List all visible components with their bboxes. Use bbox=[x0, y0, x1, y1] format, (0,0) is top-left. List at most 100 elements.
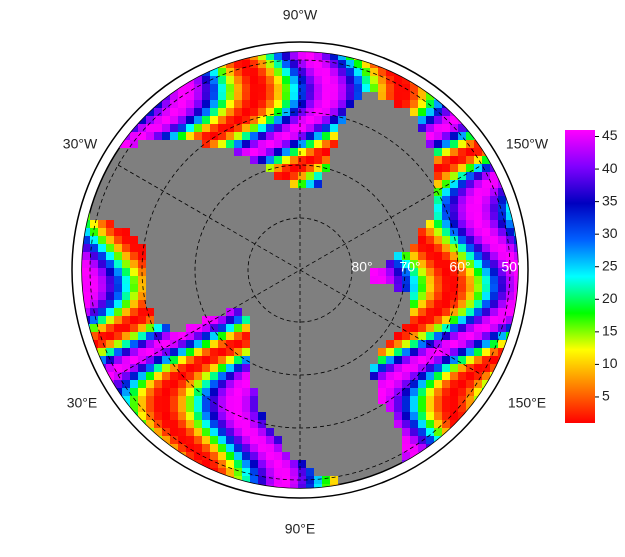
longitude-label: 90°E bbox=[285, 521, 316, 537]
map-cell bbox=[466, 436, 474, 444]
latitude-label: 60° bbox=[449, 259, 470, 275]
map-cell bbox=[474, 284, 482, 292]
map-cell bbox=[466, 156, 474, 164]
map-cell bbox=[266, 100, 274, 108]
map-cell bbox=[194, 372, 202, 380]
map-cell bbox=[474, 420, 482, 428]
map-cell bbox=[258, 124, 266, 132]
map-cell bbox=[442, 316, 450, 324]
map-cell bbox=[138, 332, 146, 340]
latitude-label: 80° bbox=[351, 259, 372, 275]
map-cell bbox=[394, 92, 402, 100]
map-cell bbox=[370, 268, 378, 276]
map-cell bbox=[394, 420, 402, 428]
map-cell bbox=[298, 460, 306, 468]
map-cell bbox=[170, 124, 178, 132]
map-cell bbox=[186, 84, 194, 92]
map-cell bbox=[394, 372, 402, 380]
map-cell bbox=[514, 268, 518, 276]
map-cell bbox=[98, 404, 106, 412]
map-cell bbox=[498, 316, 506, 324]
map-cell bbox=[194, 436, 202, 444]
map-cell bbox=[442, 452, 450, 460]
map-cell bbox=[442, 124, 450, 132]
map-cell bbox=[186, 436, 194, 444]
map-cell bbox=[314, 140, 322, 148]
map-cell bbox=[426, 348, 434, 356]
map-cell bbox=[122, 372, 130, 380]
map-cell bbox=[410, 268, 418, 276]
map-cell bbox=[114, 420, 122, 428]
map-cell bbox=[410, 372, 418, 380]
map-cell bbox=[474, 204, 482, 212]
map-cell bbox=[186, 444, 194, 452]
map-cell bbox=[234, 84, 242, 92]
map-cell bbox=[130, 260, 138, 268]
map-cell bbox=[402, 388, 410, 396]
map-cell bbox=[426, 108, 434, 116]
map-cell bbox=[274, 116, 282, 124]
map-cell bbox=[274, 52, 282, 60]
map-cell bbox=[146, 124, 154, 132]
map-cell bbox=[498, 284, 506, 292]
map-cell bbox=[170, 372, 178, 380]
map-cell bbox=[386, 380, 394, 388]
map-cell bbox=[514, 452, 518, 460]
map-cell bbox=[218, 372, 226, 380]
map-cell bbox=[490, 340, 498, 348]
map-cell bbox=[250, 76, 258, 84]
map-cell bbox=[450, 244, 458, 252]
map-cell bbox=[210, 76, 218, 84]
map-cell bbox=[426, 388, 434, 396]
map-cell bbox=[498, 436, 506, 444]
colorbar-tick-label: 40 bbox=[602, 160, 618, 176]
map-cell bbox=[498, 332, 506, 340]
map-cell bbox=[266, 92, 274, 100]
map-cell bbox=[130, 484, 138, 488]
map-cell bbox=[450, 292, 458, 300]
map-cell bbox=[322, 132, 330, 140]
map-cell bbox=[474, 308, 482, 316]
map-cell bbox=[154, 452, 162, 460]
map-cell bbox=[186, 404, 194, 412]
map-cell bbox=[450, 460, 458, 468]
map-cell bbox=[474, 468, 482, 476]
map-cell bbox=[410, 396, 418, 404]
map-cell bbox=[282, 68, 290, 76]
map-cell bbox=[474, 260, 482, 268]
map-cell bbox=[234, 140, 242, 148]
map-cell bbox=[162, 380, 170, 388]
map-cell bbox=[258, 100, 266, 108]
map-cell bbox=[106, 484, 114, 488]
map-cell bbox=[442, 332, 450, 340]
map-cell bbox=[490, 396, 498, 404]
map-cell bbox=[226, 316, 234, 324]
map-cell bbox=[162, 108, 170, 116]
map-cell bbox=[122, 340, 130, 348]
map-cell bbox=[458, 204, 466, 212]
map-cell bbox=[138, 324, 146, 332]
map-cell bbox=[226, 428, 234, 436]
map-cell bbox=[482, 68, 490, 76]
map-cell bbox=[82, 84, 90, 92]
map-cell bbox=[474, 428, 482, 436]
map-cell bbox=[514, 484, 518, 488]
map-cell bbox=[474, 324, 482, 332]
longitude-label: 30°W bbox=[63, 136, 98, 152]
map-cell bbox=[106, 324, 114, 332]
map-cell bbox=[274, 476, 282, 484]
map-cell bbox=[498, 252, 506, 260]
map-cell bbox=[482, 204, 490, 212]
map-cell bbox=[122, 76, 130, 84]
map-cell bbox=[170, 132, 178, 140]
map-cell bbox=[482, 476, 490, 484]
map-cell bbox=[434, 372, 442, 380]
map-cell bbox=[434, 332, 442, 340]
map-cell bbox=[490, 124, 498, 132]
map-cell bbox=[170, 484, 178, 488]
map-cell bbox=[298, 52, 306, 60]
map-cell bbox=[498, 100, 506, 108]
map-cell bbox=[218, 116, 226, 124]
map-cell bbox=[410, 92, 418, 100]
map-cell bbox=[306, 172, 314, 180]
